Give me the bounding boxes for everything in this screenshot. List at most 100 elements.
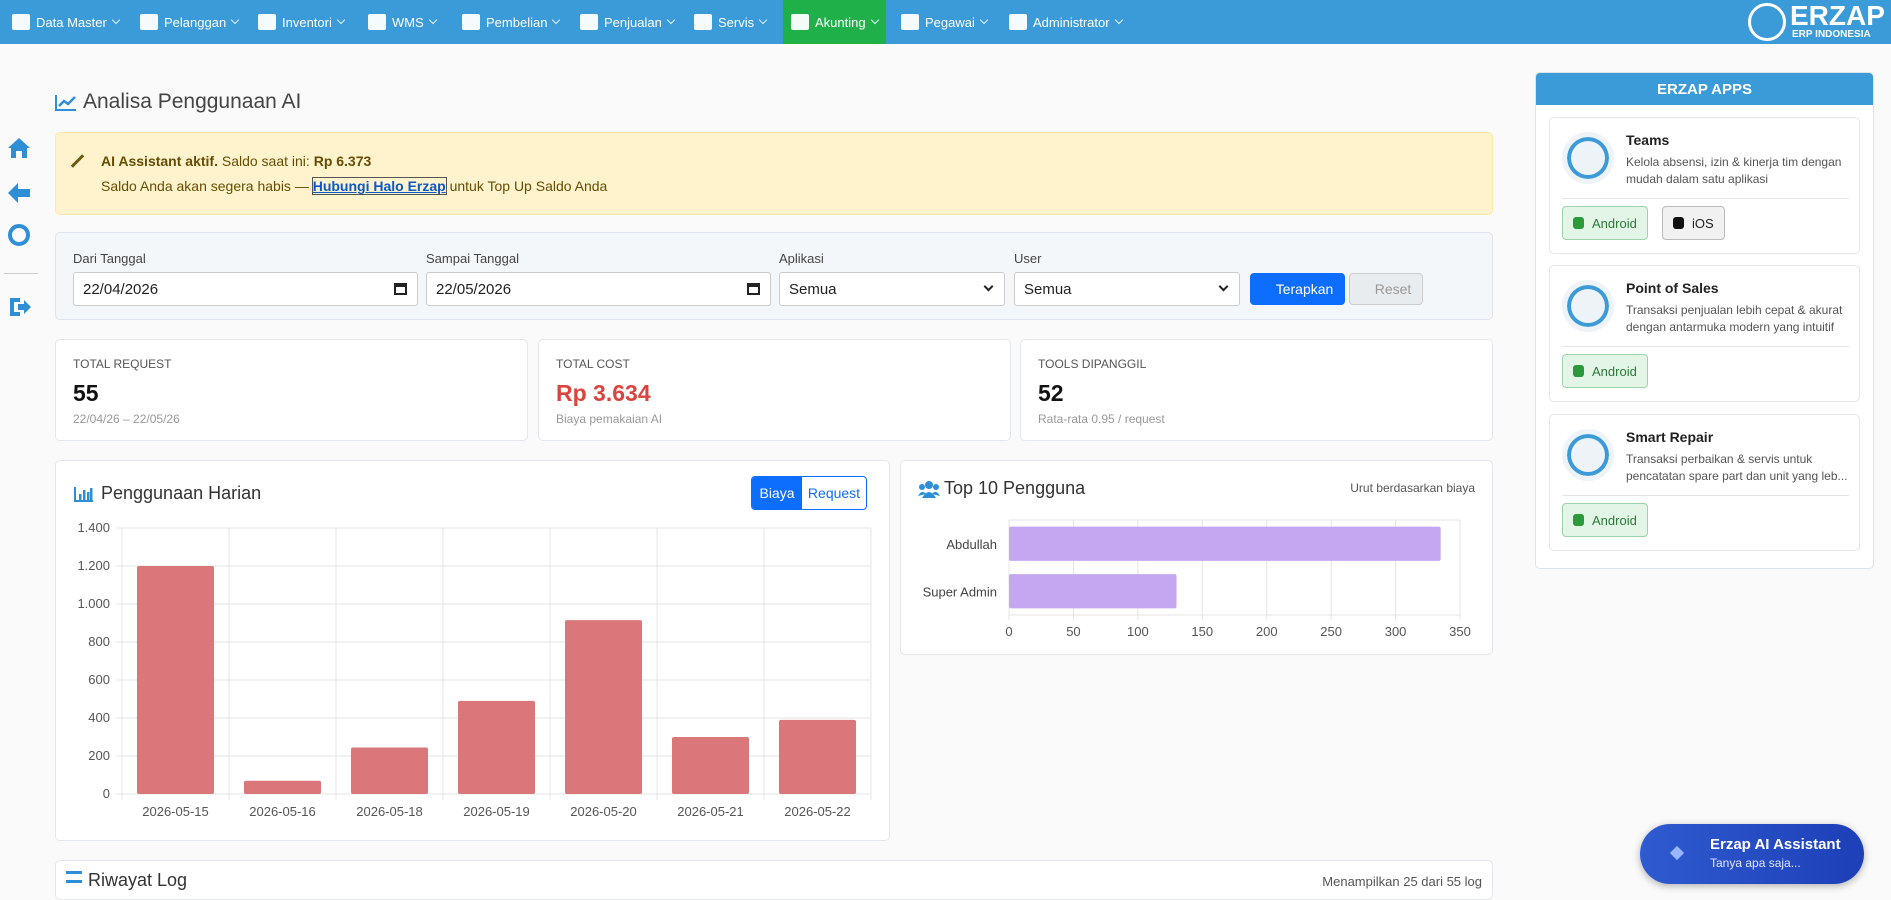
y-tick-label: 800 (88, 634, 110, 649)
divider (1562, 495, 1849, 496)
x-tick-label: 2026-05-22 (784, 804, 851, 819)
nav-item[interactable]: Pelanggan (134, 0, 244, 44)
nav-icon (140, 14, 158, 30)
app-button[interactable]: Android (1562, 503, 1648, 537)
stat-card: TOTAL COST Rp 3.634 Biaya pemakaian AI (538, 339, 1011, 441)
nav-item[interactable]: Servis (688, 0, 772, 44)
x-tick-label: 2026-05-15 (142, 804, 209, 819)
x-tick-label: 2026-05-18 (356, 804, 423, 819)
nav-label: Administrator (1033, 14, 1110, 30)
x-tick-label: 2026-05-20 (570, 804, 637, 819)
y-tick-label: Abdullah (946, 537, 997, 552)
nav-item[interactable]: Pegawai (895, 0, 993, 44)
assistant-button[interactable]: Erzap AI Assistant Tanya apa saja... (1640, 824, 1864, 884)
select-chevron (1218, 281, 1229, 292)
y-tick-label: 0 (103, 786, 110, 801)
y-tick-label: 1.400 (77, 520, 110, 535)
assistant-sub: Tanya apa saja... (1710, 856, 1801, 870)
toggle-button[interactable]: Request (807, 485, 861, 501)
nav-label: Servis (718, 14, 755, 30)
stat-value: 55 (73, 380, 99, 406)
app-icon (1562, 429, 1614, 481)
nav-icon (901, 14, 919, 30)
app-name: Smart Repair (1626, 429, 1714, 445)
logo: ERZAP (1790, 0, 1885, 31)
logo-icon (1748, 3, 1786, 41)
app-card: Smart Repair Transaksi perbaikan & servis… (1549, 414, 1860, 551)
bar (243, 780, 322, 794)
button-icon (1573, 217, 1584, 229)
nav-chevron (230, 15, 240, 25)
stat-sub: Biaya pemakaian AI (556, 412, 663, 426)
alert-strong: AI Assistant aktif. (101, 153, 218, 169)
toggle-group: Biaya Request (751, 476, 867, 510)
button-icon (1573, 514, 1584, 526)
stat-sub: Rata-rata 0.95 / request (1038, 412, 1165, 426)
nav-item[interactable]: Data Master (6, 0, 125, 44)
app-button[interactable]: Android (1562, 206, 1648, 240)
calendar-icon (747, 283, 760, 295)
alert-line2: Saldo Anda akan segera habis — Hubungi H… (101, 177, 607, 195)
bar (1009, 526, 1441, 561)
log-card: Riwayat Log Menampilkan 25 dari 55 log (55, 860, 1493, 900)
bar (350, 747, 429, 794)
alert: AI Assistant aktif. Saldo saat ini: Rp 6… (55, 132, 1493, 215)
sparkle-icon (1669, 845, 1685, 861)
nav-item[interactable]: Administrator (1003, 0, 1128, 44)
nav-chevron (428, 15, 438, 25)
app-button[interactable]: iOS (1662, 206, 1725, 240)
app-desc: Kelola absensi, izin & kinerja tim denga… (1626, 155, 1842, 186)
nav-item[interactable]: Penjualan (574, 0, 680, 44)
nav-chevron (870, 15, 879, 25)
nav-label: Pembelian (486, 14, 548, 30)
reset-button[interactable]: Reset (1349, 273, 1423, 305)
nav-item[interactable]: WMS (362, 0, 442, 44)
log-icon (66, 871, 82, 883)
bar (457, 700, 536, 794)
app-icon (1562, 280, 1614, 332)
stat-label: TOTAL REQUEST (73, 357, 172, 371)
button-icon (1573, 365, 1584, 377)
app-button[interactable]: Android (1562, 354, 1648, 388)
filter-input[interactable]: Semua (1014, 272, 1240, 306)
x-tick-label: 0 (1005, 624, 1012, 639)
logo-sub: ERP INDONESIA (1792, 29, 1871, 40)
button-label: Android (1592, 512, 1637, 528)
bar (1009, 574, 1177, 609)
bar (136, 566, 215, 794)
navbar: ERZAP ERP INDONESIA Data Master Pelanggan… (0, 0, 1891, 44)
stat-card: TOOLS DIPANGGIL 52 Rata-rata 0.95 / reques… (1020, 339, 1493, 441)
x-tick-label: 250 (1320, 624, 1342, 639)
app-icon (1562, 132, 1614, 184)
filter-input[interactable]: 22/05/2026 (426, 272, 771, 306)
alert-link[interactable]: Hubungi Halo Erzap (311, 177, 447, 195)
app-desc: Transaksi perbaikan & servis untuk penca… (1626, 452, 1848, 483)
nav-item[interactable]: Akunting (783, 0, 886, 44)
x-tick-label: 300 (1385, 624, 1407, 639)
x-tick-label: 50 (1066, 624, 1080, 639)
app-desc: Transaksi penjualan lebih cepat & akurat… (1626, 303, 1843, 334)
y-tick-label: 400 (88, 710, 110, 725)
nav-label: Akunting (815, 14, 866, 30)
select-chevron (983, 281, 994, 292)
daily-chart: 0 200 400 600 800 1.000 1.200 1.400 2026-05-15 20… (77, 520, 872, 819)
stat-card: TOTAL REQUEST 55 22/04/26 – 22/05/26 (55, 339, 528, 441)
nav-item[interactable]: Inventori (252, 0, 350, 44)
filter-input[interactable]: 22/04/2026 (73, 272, 418, 306)
nav-chevron (552, 15, 561, 25)
nav-item[interactable]: Pembelian (456, 0, 565, 44)
apps-panel: ERZAP APPS Teams Kelola absensi, izin & k… (1535, 72, 1874, 569)
apply-button[interactable]: Terapkan (1250, 273, 1345, 305)
filter-value: Semua (1024, 281, 1072, 298)
filter-input[interactable]: Semua (779, 272, 1005, 306)
y-tick-label: 1.200 (77, 558, 110, 573)
app-card: Teams Kelola absensi, izin & kinerja tim … (1549, 117, 1860, 254)
filter-card: Dari Tanggal 22/04/2026 Sampai Tanggal 22/0… (55, 232, 1493, 320)
toggle-button[interactable]: Biaya (752, 477, 802, 509)
nav-chevron (758, 15, 768, 25)
divider (1562, 346, 1849, 347)
button-label: iOS (1692, 215, 1714, 231)
x-tick-label: 100 (1127, 624, 1149, 639)
nav-icon (580, 14, 598, 30)
apps-title: ERZAP APPS (1536, 73, 1873, 105)
